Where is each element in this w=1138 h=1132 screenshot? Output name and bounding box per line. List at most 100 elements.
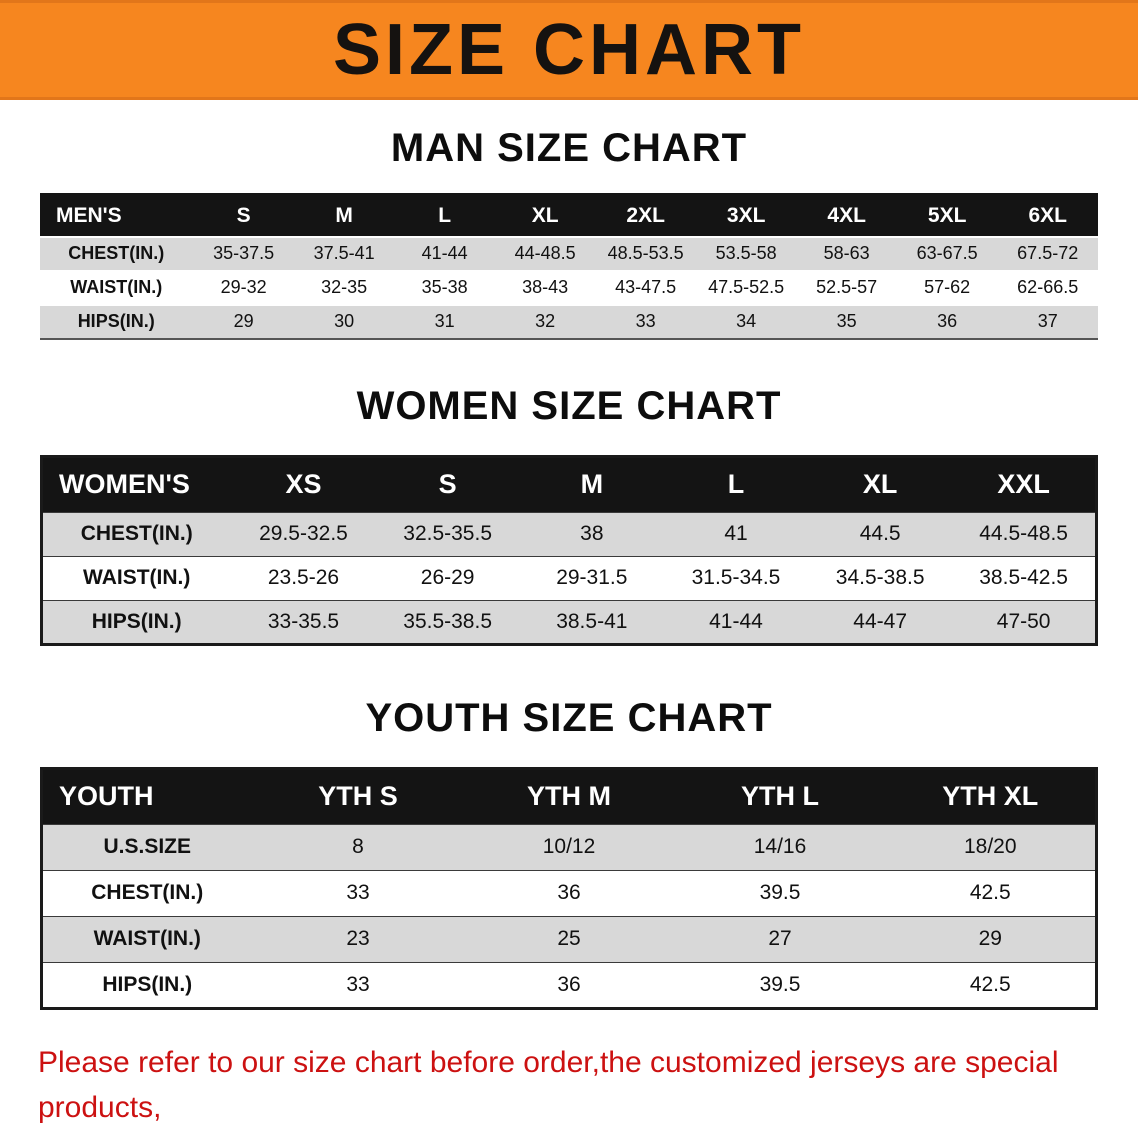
value-cell: 52.5-57 xyxy=(796,269,897,305)
value-cell: 53.5-58 xyxy=(695,235,797,271)
size-header-cell: YTH XL xyxy=(885,768,1097,824)
men-section-heading: MAN SIZE CHART xyxy=(390,126,748,170)
men-size-table: MEN'S S M L XL 2XL 3XL 4XL 5XL 6XL CHEST(IN.) 35-37… xyxy=(40,193,1098,340)
value-cell: 58-63 xyxy=(796,235,897,271)
row-label-cell: CHEST(IN.) xyxy=(41,869,253,916)
value-cell: 32.5-35.5 xyxy=(375,511,520,556)
table-header-row: WOMEN'S XS S M L XL XXL xyxy=(41,456,1097,512)
value-cell: 35.5-38.5 xyxy=(375,599,520,644)
value-cell: 43-47.5 xyxy=(595,269,696,305)
value-cell: 34 xyxy=(695,303,797,339)
value-cell: 62-66.5 xyxy=(997,269,1098,305)
size-header-cell: L xyxy=(394,194,495,237)
value-cell: 27 xyxy=(674,915,886,962)
table-row: U.S.SIZE 8 10/12 14/16 18/20 xyxy=(41,823,1097,870)
value-cell: 35 xyxy=(796,303,897,339)
value-cell: 31.5-34.5 xyxy=(663,555,809,600)
value-cell: 25 xyxy=(463,915,675,962)
table-title-cell: YOUTH xyxy=(41,768,253,824)
value-cell: 29 xyxy=(885,915,1097,962)
women-size-table: WOMEN'S XS S M L XL XXL CHEST(IN.) 29.5-32.5 32.5… xyxy=(40,454,1098,646)
size-header-cell: XL xyxy=(494,194,596,237)
size-header-cell: S xyxy=(193,194,294,237)
value-cell: 44-48.5 xyxy=(494,235,596,271)
size-header-cell: 2XL xyxy=(595,194,696,237)
table-row: HIPS(IN.) 29 30 31 32 33 34 35 36 37 xyxy=(40,303,1098,339)
value-cell: 36 xyxy=(463,961,675,1008)
value-cell: 8 xyxy=(252,823,464,870)
value-cell: 33 xyxy=(252,961,464,1008)
row-label-cell: HIPS(IN.) xyxy=(40,303,194,339)
value-cell: 14/16 xyxy=(674,823,886,870)
value-cell: 39.5 xyxy=(674,961,886,1008)
size-header-cell: M xyxy=(519,456,664,512)
table-title-cell: MEN'S xyxy=(40,194,194,237)
value-cell: 29 xyxy=(193,303,294,339)
size-header-cell: XS xyxy=(231,456,376,512)
table-row: WAIST(IN.) 29-32 32-35 35-38 38-43 43-47.5 47.… xyxy=(40,269,1098,305)
value-cell: 18/20 xyxy=(885,823,1097,870)
value-cell: 35-37.5 xyxy=(193,235,294,271)
value-cell: 41 xyxy=(663,511,809,556)
table-header-row: YOUTH YTH S YTH M YTH L YTH XL xyxy=(41,768,1097,824)
disclaimer: Please refer to our size chart before or… xyxy=(38,1040,1100,1132)
value-cell: 33 xyxy=(595,303,696,339)
row-label-cell: U.S.SIZE xyxy=(41,823,253,870)
value-cell: 57-62 xyxy=(896,269,998,305)
size-header-cell: XXL xyxy=(952,456,1097,512)
women-section: WOMEN SIZE CHART WOMEN'S XS S M L XL XXL CHEST(… xyxy=(0,340,1138,646)
table-row: CHEST(IN.) 35-37.5 37.5-41 41-44 44-48.5 48.5… xyxy=(40,235,1098,271)
men-section: MAN SIZE CHART MEN'S S M L XL 2XL 3XL 4XL 5XL 6XL… xyxy=(0,100,1138,340)
table-row: HIPS(IN.) 33 36 39.5 42.5 xyxy=(41,961,1097,1008)
value-cell: 31 xyxy=(394,303,495,339)
value-cell: 34.5-38.5 xyxy=(808,555,953,600)
value-cell: 42.5 xyxy=(885,869,1097,916)
size-header-cell: YTH S xyxy=(252,768,464,824)
value-cell: 36 xyxy=(463,869,675,916)
row-label-cell: HIPS(IN.) xyxy=(41,599,232,644)
value-cell: 37.5-41 xyxy=(293,235,395,271)
value-cell: 41-44 xyxy=(394,235,495,271)
value-cell: 38.5-42.5 xyxy=(952,555,1097,600)
value-cell: 41-44 xyxy=(663,599,809,644)
value-cell: 44.5-48.5 xyxy=(952,511,1097,556)
table-row: WAIST(IN.) 23.5-26 26-29 29-31.5 31.5-34.5 34… xyxy=(41,555,1097,600)
value-cell: 37 xyxy=(997,303,1098,339)
size-header-cell: YTH L xyxy=(674,768,886,824)
value-cell: 39.5 xyxy=(674,869,886,916)
value-cell: 33-35.5 xyxy=(231,599,376,644)
value-cell: 23.5-26 xyxy=(231,555,376,600)
table-row: HIPS(IN.) 33-35.5 35.5-38.5 38.5-41 41-44 44-… xyxy=(41,599,1097,644)
value-cell: 26-29 xyxy=(375,555,520,600)
value-cell: 63-67.5 xyxy=(896,235,998,271)
value-cell: 32 xyxy=(494,303,596,339)
youth-section: YOUTH SIZE CHART YOUTH YTH S YTH M YTH L YTH… xyxy=(0,646,1138,1010)
value-cell: 47.5-52.5 xyxy=(695,269,797,305)
value-cell: 36 xyxy=(896,303,998,339)
women-section-heading: WOMEN SIZE CHART xyxy=(356,383,782,428)
value-cell: 67.5-72 xyxy=(997,235,1098,271)
table-row: CHEST(IN.) 33 36 39.5 42.5 xyxy=(41,869,1097,916)
value-cell: 29-31.5 xyxy=(519,555,664,600)
value-cell: 29.5-32.5 xyxy=(231,511,376,556)
value-cell: 38.5-41 xyxy=(519,599,664,644)
value-cell: 10/12 xyxy=(463,823,675,870)
value-cell: 33 xyxy=(252,869,464,916)
page-title: SIZE CHART xyxy=(333,10,805,90)
banner: SIZE CHART xyxy=(0,0,1138,100)
size-header-cell: L xyxy=(663,456,809,512)
size-header-cell: 4XL xyxy=(796,194,897,237)
size-header-cell: S xyxy=(375,456,520,512)
youth-section-heading: YOUTH SIZE CHART xyxy=(365,695,773,740)
value-cell: 32-35 xyxy=(293,269,395,305)
table-header-row: MEN'S S M L XL 2XL 3XL 4XL 5XL 6XL xyxy=(40,194,1098,237)
row-label-cell: WAIST(IN.) xyxy=(40,269,194,305)
table-row: CHEST(IN.) 29.5-32.5 32.5-35.5 38 41 44.5 44.5… xyxy=(41,511,1097,556)
size-header-cell: 5XL xyxy=(896,194,998,237)
value-cell: 35-38 xyxy=(394,269,495,305)
value-cell: 29-32 xyxy=(193,269,294,305)
size-header-cell: 3XL xyxy=(695,194,797,237)
value-cell: 38 xyxy=(519,511,664,556)
size-header-cell: M xyxy=(293,194,395,237)
